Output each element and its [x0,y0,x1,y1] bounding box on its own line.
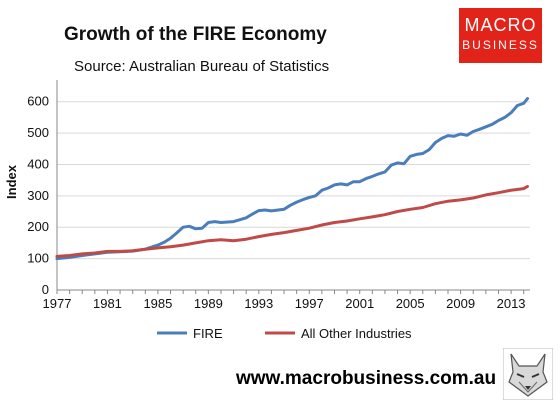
legend-label: All Other Industries [301,326,412,341]
x-tick-label: 1993 [244,296,273,311]
macrobusiness-logo: MACRO BUSINESS [459,8,542,63]
x-tick-label: 1981 [93,296,122,311]
wolf-mascot-icon [503,348,553,400]
y-axis-label: Index [4,164,19,199]
x-tick-label: 2005 [396,296,425,311]
axes [56,80,530,294]
x-tick-label: 1977 [43,296,72,311]
y-tick-label: 400 [27,156,49,171]
y-tick-label: 300 [27,188,49,203]
x-tick-label: 2009 [446,296,475,311]
series-lines [55,97,529,261]
legend: FIRE All Other Industries [157,326,412,341]
website-url: www.macrobusiness.com.au [236,368,497,389]
series-line-fire [55,97,529,261]
gridlines [57,101,530,260]
x-tick-label: 2001 [345,296,374,311]
y-tick-labels: 0 100 200 300 400 500 600 [27,94,49,297]
logo-line-1: MACRO [464,15,537,35]
chart-title: Growth of the FIRE Economy [64,24,327,45]
series-line-all-other-industries [55,184,529,258]
y-tick-label: 600 [27,94,49,109]
y-tick-label: 0 [42,282,49,297]
y-tick-label: 200 [27,219,49,234]
y-tick-label: 500 [27,125,49,140]
x-tick-label: 1985 [143,296,172,311]
x-tick-labels: 1977 1981 1985 1989 1993 1997 2001 2005 2009 2013 [43,296,526,311]
logo-line-2: BUSINESS [462,38,539,52]
x-tick-label: 1989 [194,296,223,311]
y-tick-label: 100 [27,251,49,266]
x-tick-label: 1997 [295,296,324,311]
legend-label: FIRE [193,326,223,341]
chart-subtitle: Source: Australian Bureau of Statistics [74,58,330,75]
x-tick-label: 2013 [497,296,526,311]
